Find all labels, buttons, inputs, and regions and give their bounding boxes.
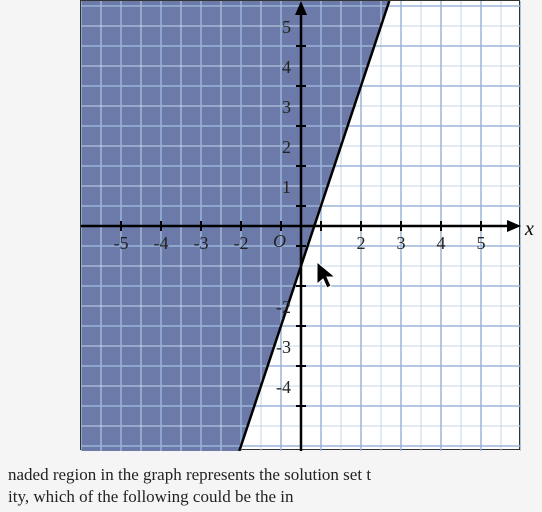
ytick-neg3: -3 [276,337,291,357]
ytick-neg4: -4 [276,377,291,397]
xtick-2: 2 [357,233,366,253]
question-text: naded region in the graph represents the… [0,460,542,512]
caption-line2: ity, which of the following could be the… [8,486,534,508]
ytick-5: 5 [282,17,291,37]
graph-svg: -5 -4 -3 -2 2 3 4 5 1 2 3 4 5 -2 [81,1,521,451]
inequality-graph: -5 -4 -3 -2 2 3 4 5 1 2 3 4 5 -2 [80,0,520,450]
container: -5 -4 -3 -2 2 3 4 5 1 2 3 4 5 -2 [0,0,542,504]
ytick-1: 1 [282,177,291,197]
ytick-4: 4 [282,57,291,77]
x-axis-label-outer: x [525,218,534,241]
xtick-4: 4 [437,233,446,253]
ytick-2: 2 [282,137,291,157]
xtick-neg3: -3 [194,233,209,253]
ytick-3: 3 [282,97,291,117]
x-axis-arrow [507,220,521,232]
xtick-5: 5 [477,233,486,253]
origin-label: O [273,231,286,251]
xtick-neg5: -5 [114,233,129,253]
xtick-neg2: -2 [234,233,249,253]
xtick-neg4: -4 [154,233,169,253]
ytick-neg2: -2 [276,297,291,317]
caption-line1: naded region in the graph represents the… [8,464,534,486]
xtick-3: 3 [397,233,406,253]
